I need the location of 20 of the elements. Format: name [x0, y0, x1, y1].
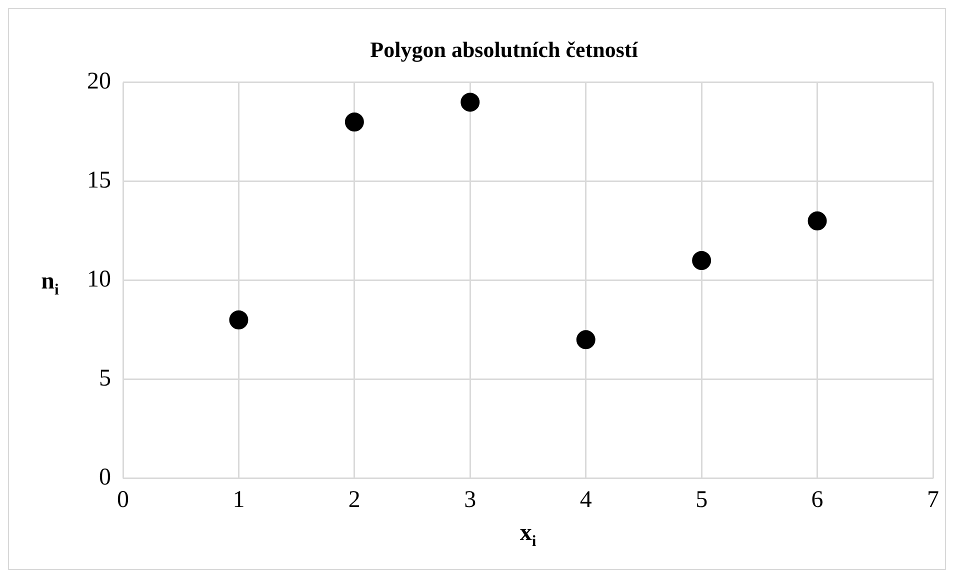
x-tick-label: 7: [927, 486, 939, 513]
x-tick-label: 4: [580, 486, 592, 513]
point: [229, 310, 248, 330]
y-tick-label: 0: [99, 464, 111, 490]
point: [808, 211, 827, 230]
y-tick-label: 5: [99, 366, 111, 392]
x-tick-label: 5: [696, 486, 708, 513]
x-tick-label: 2: [348, 486, 360, 513]
point: [460, 92, 480, 112]
x-tick-label: 6: [811, 486, 824, 513]
point: [344, 112, 364, 132]
x-tick-label: 1: [232, 486, 245, 513]
x-tick-label: 3: [464, 486, 476, 513]
y-tick-label: 15: [87, 168, 111, 194]
chart-title: Polygon absolutních četností: [370, 36, 639, 62]
point: [692, 251, 712, 270]
x-tick-label: 0: [117, 486, 129, 513]
point: [576, 330, 596, 350]
y-tick-label: 10: [87, 266, 111, 293]
y-tick-label: 20: [87, 68, 111, 95]
